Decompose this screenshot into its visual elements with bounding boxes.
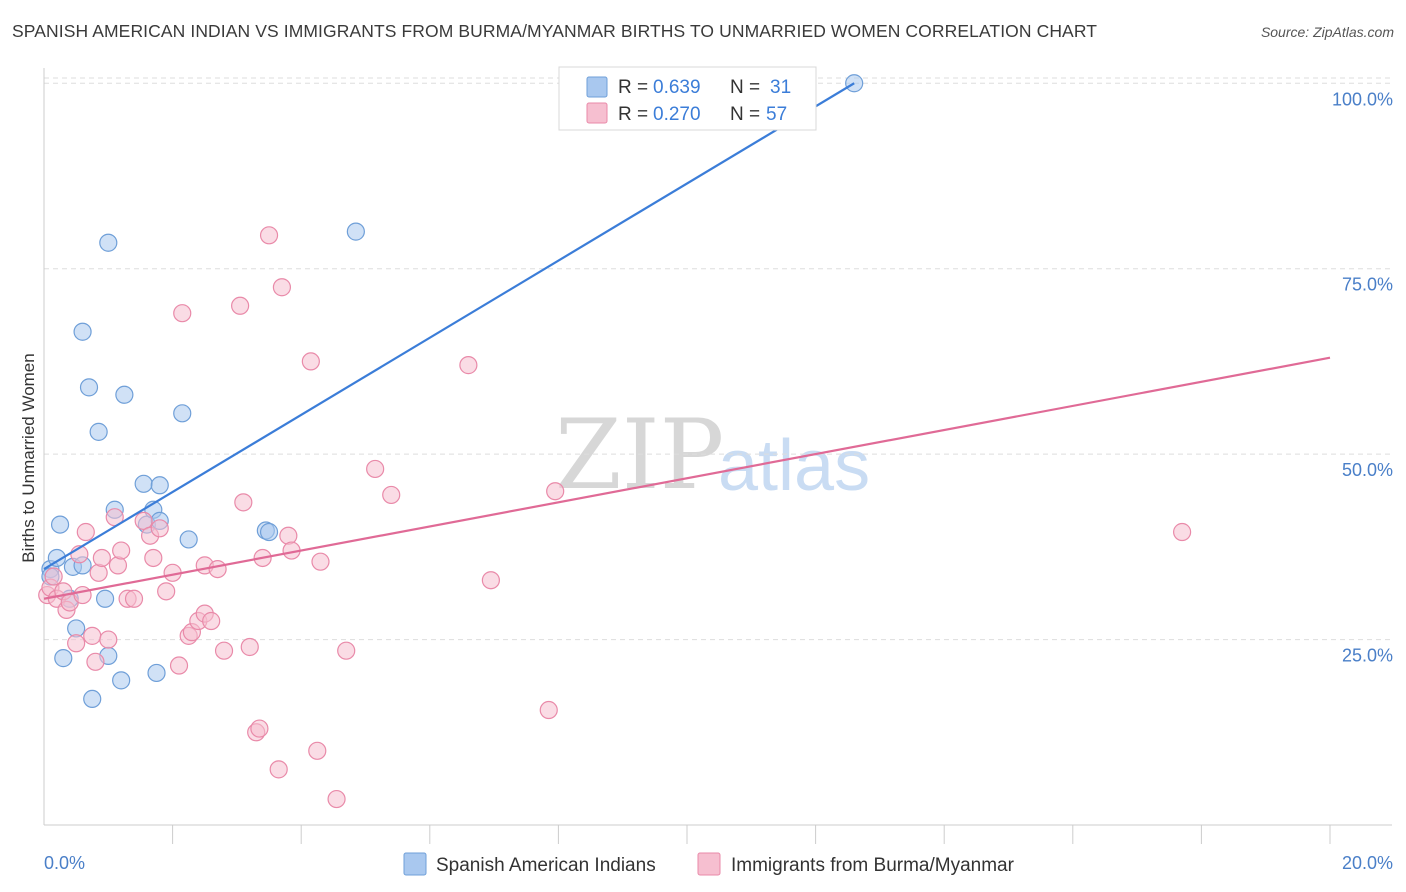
point-spanish-american-indians <box>50 515 70 534</box>
legend-swatch-blue <box>586 76 608 98</box>
point-burma-myanmar <box>308 741 327 760</box>
point-burma-myanmar <box>366 459 385 479</box>
point-burma-myanmar <box>150 519 169 538</box>
point-spanish-american-indians <box>73 322 92 341</box>
legend-r-label: R = <box>618 104 648 125</box>
point-spanish-american-indians <box>95 589 115 608</box>
bottom-legend-swatch-pink <box>697 852 721 876</box>
point-spanish-american-indians <box>147 663 166 683</box>
trendline-spanish-american-indians <box>43 82 855 571</box>
point-burma-myanmar <box>112 541 131 560</box>
point-burma-myanmar <box>459 356 478 375</box>
point-burma-myanmar <box>157 582 176 601</box>
point-burma-myanmar <box>169 656 189 675</box>
legend-swatch-pink <box>586 102 608 124</box>
legend-n-value: 57 <box>766 104 787 125</box>
point-burma-myanmar <box>76 522 95 542</box>
legend-r-value: 0.270 <box>653 104 701 125</box>
point-spanish-american-indians <box>150 476 169 495</box>
point-burma-myanmar <box>311 552 330 571</box>
point-burma-myanmar <box>92 548 111 568</box>
point-burma-myanmar <box>86 652 105 671</box>
point-burma-myanmar <box>44 567 63 586</box>
point-burma-myanmar <box>240 637 259 657</box>
watermark-zip: ZIP <box>555 399 724 511</box>
trendline-burma-myanmar <box>43 356 1331 600</box>
point-burma-myanmar <box>301 352 320 371</box>
point-spanish-american-indians <box>173 404 192 423</box>
point-spanish-american-indians <box>54 649 73 668</box>
legend-r-label: R = <box>618 77 648 98</box>
chart-title: SPANISH AMERICAN INDIAN VS IMMIGRANTS FR… <box>12 21 1098 41</box>
point-spanish-american-indians <box>259 522 279 542</box>
point-burma-myanmar <box>83 626 102 645</box>
x-tick-label: 20.0% <box>1342 853 1393 873</box>
point-burma-myanmar <box>231 296 250 315</box>
y-axis-title: Births to Unmarried Women <box>19 353 38 562</box>
point-burma-myanmar <box>259 226 279 245</box>
point-burma-myanmar <box>250 719 269 738</box>
trend-layer <box>43 82 1331 600</box>
point-burma-myanmar <box>337 641 356 660</box>
point-burma-myanmar <box>539 700 558 720</box>
point-spanish-american-indians <box>99 233 118 252</box>
y-tick-label: 75.0% <box>1342 275 1393 295</box>
x-tick-label: 0.0% <box>44 853 85 873</box>
point-burma-myanmar <box>279 526 298 545</box>
legend-n-label: N = <box>730 77 760 98</box>
point-burma-myanmar <box>67 634 86 653</box>
points-layer <box>38 74 1192 809</box>
bottom-legend-swatch-blue <box>403 852 427 876</box>
point-spanish-american-indians <box>79 378 99 397</box>
top-legend: R = 0.639 N = 31 R = 0.270 N = 57 <box>558 66 817 131</box>
point-burma-myanmar <box>269 760 288 779</box>
point-burma-myanmar <box>327 789 346 809</box>
point-spanish-american-indians <box>89 422 108 441</box>
point-spanish-american-indians <box>115 385 134 404</box>
point-burma-myanmar <box>73 585 92 605</box>
point-burma-myanmar <box>481 571 500 590</box>
bottom-legend-label-blue: Spanish American Indians <box>436 855 656 876</box>
point-burma-myanmar <box>144 548 163 568</box>
point-burma-myanmar <box>108 556 128 575</box>
legend-n-value: 31 <box>770 77 791 98</box>
point-burma-myanmar <box>173 304 192 323</box>
bottom-legend-label-pink: Immigrants from Burma/Myanmar <box>731 855 1015 876</box>
point-burma-myanmar <box>124 589 144 608</box>
source-credit: Source: ZipAtlas.com <box>1260 24 1394 40</box>
point-burma-myanmar <box>99 630 118 649</box>
legend-n-label: N = <box>730 104 760 125</box>
point-burma-myanmar <box>214 641 234 660</box>
point-burma-myanmar <box>382 485 401 505</box>
legend-r-value: 0.639 <box>653 77 701 98</box>
point-spanish-american-indians <box>134 474 153 493</box>
point-burma-myanmar <box>1173 522 1192 542</box>
bottom-legend: Spanish American Indians Immigrants from… <box>403 852 1015 876</box>
point-burma-myanmar <box>202 611 221 631</box>
point-spanish-american-indians <box>112 671 131 690</box>
y-tick-label: 100.0% <box>1332 89 1393 109</box>
point-spanish-american-indians <box>83 689 102 709</box>
point-burma-myanmar <box>89 563 108 582</box>
y-tick-label: 50.0% <box>1342 460 1393 480</box>
watermark: ZIP atlas <box>555 399 870 511</box>
grid-layer <box>44 77 1392 641</box>
point-spanish-american-indians <box>179 530 198 549</box>
watermark-atlas: atlas <box>718 426 870 506</box>
point-burma-myanmar <box>546 482 565 501</box>
point-spanish-american-indians <box>47 548 66 568</box>
point-burma-myanmar <box>272 278 292 297</box>
y-tick-label: 25.0% <box>1342 646 1393 666</box>
axis-layer: 25.0% 50.0% 75.0% 100.0% 0.0% 20.0% <box>43 68 1393 873</box>
point-spanish-american-indians <box>346 222 365 241</box>
point-burma-myanmar <box>234 493 253 512</box>
point-burma-myanmar <box>208 559 227 579</box>
